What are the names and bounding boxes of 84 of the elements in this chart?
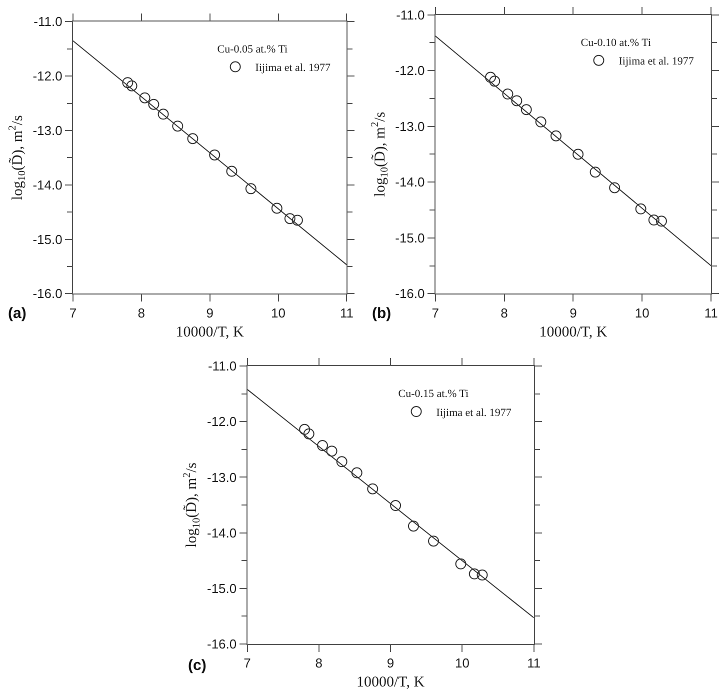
point [187,133,198,144]
point [635,203,646,214]
y-tick-label: -13.0 [207,470,237,485]
y-tick-label: -11.0 [396,7,425,22]
point [172,120,184,132]
point [245,183,256,194]
y-tick-label: -11.0 [208,358,237,374]
point [367,483,378,494]
point [648,214,660,226]
x-tick-label: 9 [386,656,394,671]
point [226,166,238,177]
x-axis-title: 10000/T, K [356,674,425,691]
point [502,88,514,100]
text: (a) [8,305,26,322]
point [609,182,620,194]
point [520,104,532,116]
point [550,130,562,142]
point [148,98,160,110]
point [271,202,282,214]
x-tick-label: 8 [500,305,508,320]
point [292,214,303,226]
x-tick-label: 8 [315,656,323,671]
x-tick-label: 10 [634,305,650,320]
point [590,166,601,178]
y-tick-label: -14.0 [395,174,425,190]
point [408,520,419,532]
y-tick-label: -14.0 [207,525,237,540]
point [476,570,488,580]
x-tick-label: 9 [570,305,577,320]
y-tick-label: -14.0 [32,177,62,192]
point [122,77,134,88]
text: (c) [188,657,206,674]
point [511,95,522,106]
point [572,148,584,160]
y-tick-label: -15.0 [395,230,425,246]
y-tick-label: -16.0 [207,636,237,652]
point [299,424,310,435]
legend-label: Iijima et al. 1977 [618,56,694,68]
legend-title: Cu-0.05 at.% Ti [217,43,288,56]
x-tick-label: 7 [69,305,77,320]
point [139,92,150,104]
x-tick-label: 7 [432,305,439,320]
point [455,558,466,570]
legend-title: Cu-0.15 at.% Ti [398,388,469,400]
y-tick-label: -11.0 [34,14,62,30]
legend-label: Iijima et al. 1977 [436,406,512,419]
y-tick-label: -12.0 [395,63,425,78]
y-tick-label: -13.0 [395,118,425,134]
point [303,428,314,440]
legend-label: Iijima et al. 1977 [255,62,331,74]
point [316,440,328,452]
x-axis-title: 10000/T, K [176,324,244,340]
point [126,80,138,92]
y-tick-label: -15.0 [207,580,237,596]
y-tick-label: -12.0 [32,68,62,84]
point [336,456,348,468]
point [468,568,480,580]
point [485,72,496,83]
point [390,500,402,512]
x-axis-title: 10000/T, K [539,324,608,340]
point [656,216,667,227]
point [428,536,440,547]
point [326,446,338,457]
point [284,213,296,224]
y-tick-label: -12.0 [207,414,237,430]
y-tick-label: -15.0 [32,232,62,247]
x-tick-label: 10 [454,656,470,671]
x-tick-label: 11 [704,305,718,320]
x-tick-label: 8 [138,305,146,320]
x-tick-label: 9 [206,305,214,320]
point [209,149,220,160]
y-tick-label: -13.0 [32,123,62,138]
point [489,76,500,87]
text: (b) [372,305,392,322]
x-tick-label: 11 [527,656,541,671]
point [351,467,362,478]
point [535,116,546,128]
point [158,108,169,120]
x-tick-label: 10 [271,305,286,320]
y-tick-label: -16.0 [395,286,425,302]
x-tick-label: 7 [244,656,251,671]
y-tick-label: -16.0 [32,286,62,302]
x-tick-label: 11 [340,305,354,320]
legend-title: Cu-0.10 at.% Ti [580,36,652,49]
